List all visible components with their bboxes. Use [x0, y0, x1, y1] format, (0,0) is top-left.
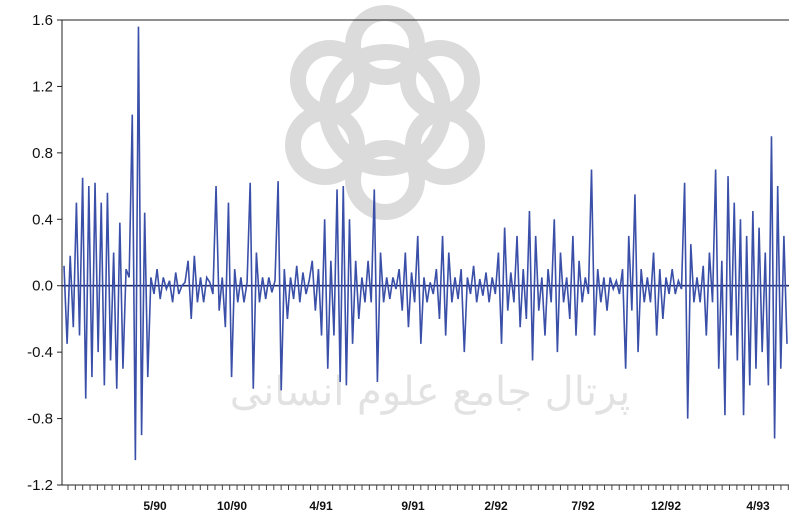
x-tick-label: 4/91: [309, 499, 333, 513]
y-tick-label: -1.2: [27, 477, 53, 494]
y-tick-label: -0.8: [27, 411, 53, 428]
x-tick-label: 2/92: [484, 499, 508, 513]
plot-area: [62, 26, 789, 461]
x-tick-label: 12/92: [651, 499, 681, 513]
axes: 1.6 1.2 0.8 0.4 0.0 -0.4 -0.8 -1.2 5/90 10/90 4/91…: [27, 12, 789, 513]
watermark-text: پرتال جامع علوم انسانی: [230, 369, 631, 415]
y-tick-label: 1.6: [32, 12, 53, 29]
x-tick-label: 10/90: [217, 499, 247, 513]
y-tick-label: 0.4: [32, 211, 53, 228]
x-tick-label: 4/93: [746, 499, 770, 513]
x-tick-label: 9/91: [401, 499, 425, 513]
watermark-emblem: [285, 5, 485, 220]
x-tick-label: 5/90: [143, 499, 167, 513]
y-tick-label: 0.8: [32, 145, 53, 162]
y-tick-label: 1.2: [32, 78, 53, 95]
series-line: [63, 26, 788, 461]
y-tick-label: 0.0: [32, 278, 53, 295]
x-tick-label: 7/92: [571, 499, 595, 513]
y-tick-label: -0.4: [27, 344, 53, 361]
